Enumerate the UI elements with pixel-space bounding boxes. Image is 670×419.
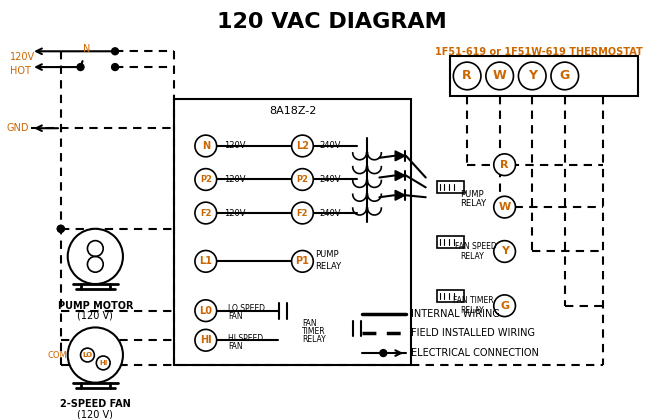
Text: F2: F2 [297, 209, 308, 217]
Bar [174, 98, 411, 365]
Text: 1F51-619 or 1F51W-619 THERMOSTAT: 1F51-619 or 1F51W-619 THERMOSTAT [436, 47, 643, 57]
Circle shape [195, 251, 216, 272]
Text: FAN: FAN [228, 312, 243, 321]
Circle shape [80, 348, 94, 362]
Circle shape [112, 48, 119, 55]
Text: RELAY: RELAY [316, 262, 342, 271]
Circle shape [291, 168, 314, 190]
Text: 8A18Z-2: 8A18Z-2 [269, 106, 316, 116]
Text: W: W [493, 70, 507, 83]
Circle shape [291, 202, 314, 224]
Text: R: R [500, 160, 509, 170]
Text: G: G [500, 301, 509, 311]
Circle shape [380, 349, 387, 357]
Text: INTERNAL WIRING: INTERNAL WIRING [411, 309, 500, 318]
Text: PUMP: PUMP [460, 190, 484, 199]
Circle shape [68, 327, 123, 383]
Polygon shape [395, 171, 405, 181]
Text: FAN SPEED: FAN SPEED [456, 242, 497, 251]
Circle shape [195, 300, 216, 321]
Circle shape [68, 229, 123, 284]
Text: COM: COM [48, 351, 68, 360]
Text: HOT: HOT [9, 66, 30, 76]
Text: GND: GND [7, 123, 29, 133]
Circle shape [291, 135, 314, 157]
Circle shape [519, 62, 546, 90]
Text: HI: HI [200, 335, 212, 345]
Circle shape [58, 225, 64, 232]
Circle shape [112, 64, 119, 70]
Circle shape [551, 62, 579, 90]
Circle shape [96, 356, 110, 370]
Text: F2: F2 [200, 209, 212, 217]
Text: RELAY: RELAY [460, 306, 484, 315]
Text: 240V: 240V [319, 209, 341, 217]
Bar [450, 56, 638, 96]
Circle shape [195, 168, 216, 190]
Text: FAN: FAN [228, 341, 243, 351]
Circle shape [494, 154, 515, 176]
Text: (120 V): (120 V) [78, 409, 113, 419]
Text: PUMP MOTOR: PUMP MOTOR [58, 301, 133, 311]
Text: L2: L2 [296, 141, 309, 151]
Text: Y: Y [500, 246, 509, 256]
Circle shape [195, 202, 216, 224]
Text: N: N [82, 44, 90, 54]
Circle shape [58, 225, 64, 232]
Text: PUMP: PUMP [316, 250, 339, 259]
Text: FAN TIMER: FAN TIMER [454, 296, 494, 305]
Text: LO: LO [82, 352, 92, 358]
Text: RELAY: RELAY [302, 335, 326, 344]
Text: HI SPEED: HI SPEED [228, 334, 263, 343]
Circle shape [494, 196, 515, 218]
Text: 240V: 240V [319, 142, 341, 150]
Text: N: N [202, 141, 210, 151]
Text: 120 VAC DIAGRAM: 120 VAC DIAGRAM [217, 12, 447, 32]
Text: FAN: FAN [302, 319, 317, 328]
Bar [437, 236, 464, 248]
Text: LO SPEED: LO SPEED [228, 304, 265, 313]
Text: L1: L1 [199, 256, 212, 266]
Circle shape [454, 62, 481, 90]
Text: P1: P1 [295, 256, 310, 266]
Text: (120 V): (120 V) [78, 310, 113, 321]
Text: G: G [559, 70, 570, 83]
Text: RELAY: RELAY [460, 199, 486, 208]
Bar [437, 290, 464, 302]
Text: 120V: 120V [9, 52, 35, 62]
Circle shape [195, 329, 216, 351]
Text: P2: P2 [200, 175, 212, 184]
Text: HI: HI [99, 360, 107, 366]
Text: 2-SPEED FAN: 2-SPEED FAN [60, 399, 131, 409]
Text: 240V: 240V [319, 175, 341, 184]
Text: FIELD INSTALLED WIRING: FIELD INSTALLED WIRING [411, 328, 535, 339]
Text: L0: L0 [199, 306, 212, 316]
Circle shape [494, 241, 515, 262]
Text: RELAY: RELAY [460, 252, 484, 261]
Text: Y: Y [528, 70, 537, 83]
Text: W: W [498, 202, 511, 212]
Text: ELECTRICAL CONNECTION: ELECTRICAL CONNECTION [411, 348, 539, 358]
Text: 120V: 120V [224, 175, 246, 184]
Polygon shape [395, 151, 405, 161]
Text: P2: P2 [296, 175, 308, 184]
Text: 120V: 120V [224, 209, 246, 217]
Text: 120V: 120V [224, 142, 246, 150]
Circle shape [494, 295, 515, 317]
Circle shape [195, 135, 216, 157]
Circle shape [77, 64, 84, 70]
Polygon shape [395, 190, 405, 200]
Bar [437, 181, 464, 193]
Circle shape [486, 62, 513, 90]
Text: R: R [462, 70, 472, 83]
Text: TIMER: TIMER [302, 327, 326, 336]
Circle shape [291, 251, 314, 272]
